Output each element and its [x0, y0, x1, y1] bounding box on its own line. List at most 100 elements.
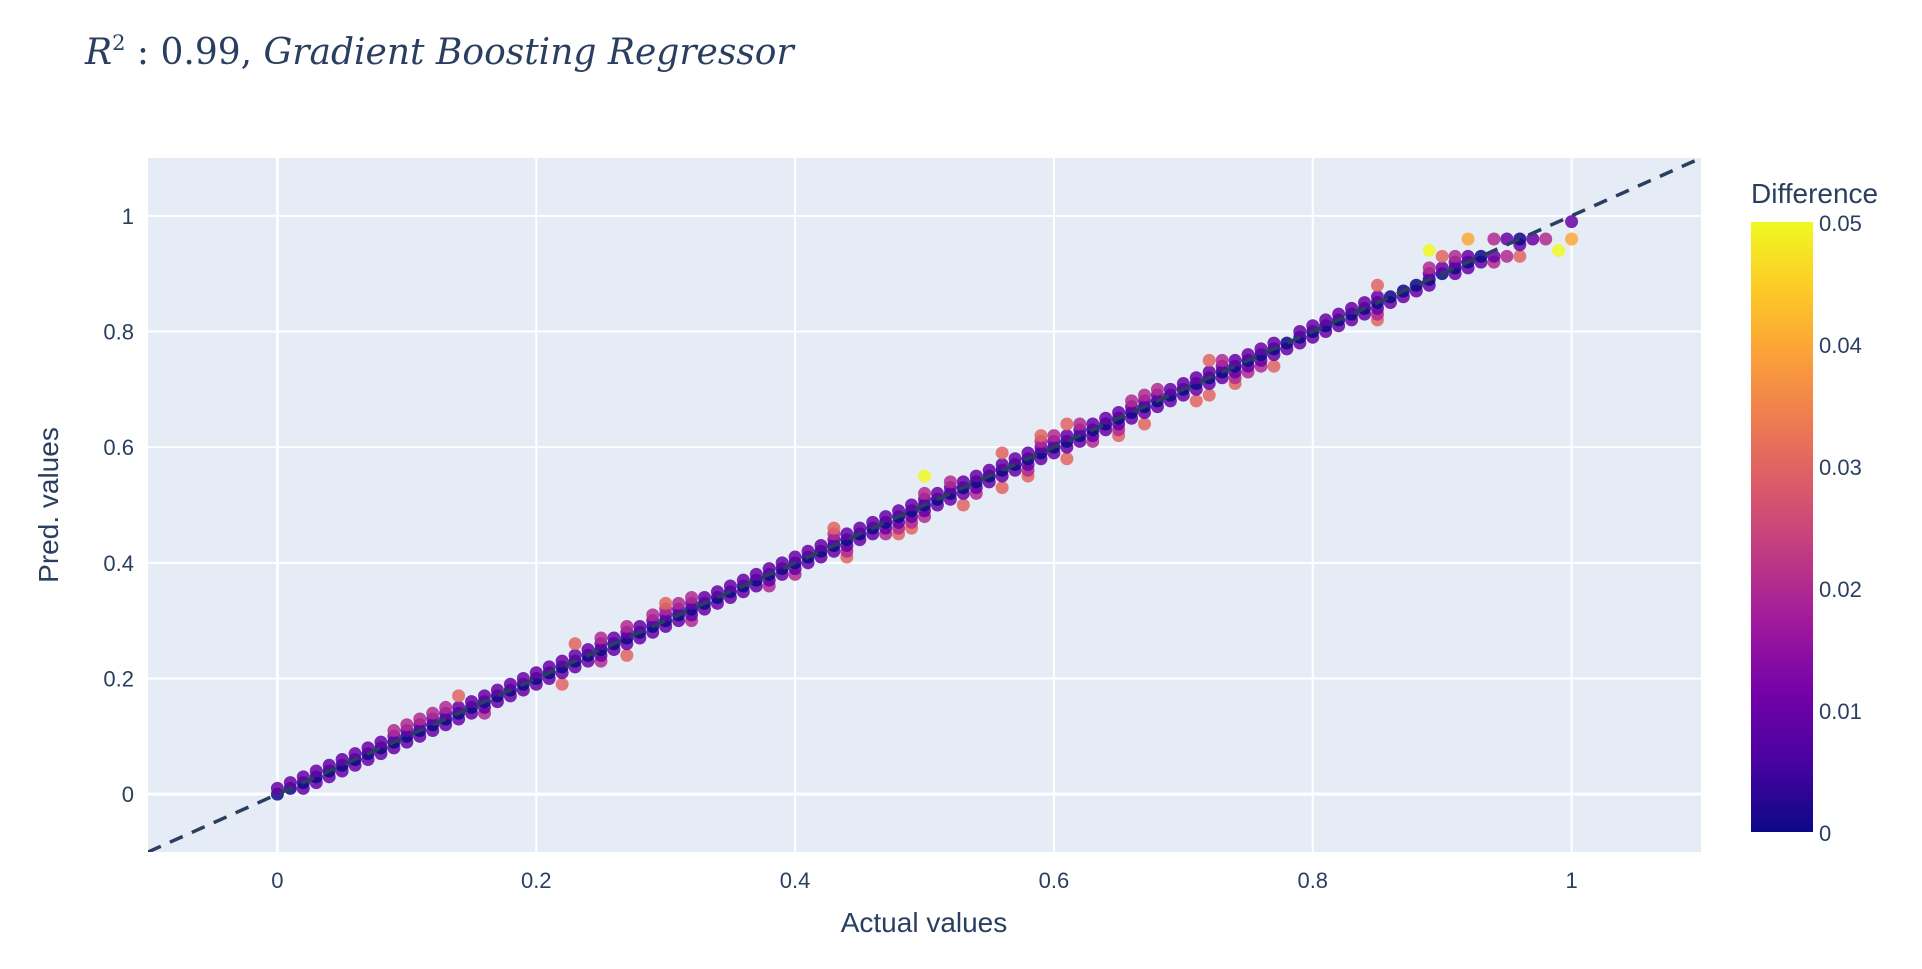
data-point — [1422, 261, 1436, 275]
x-axis-title: Actual values — [841, 907, 1008, 938]
data-point — [1202, 365, 1216, 379]
colorbar-tick-labels: 0 0.01 0.02 0.03 0.04 0.05 — [1819, 211, 1862, 846]
data-point — [1254, 342, 1268, 356]
data-point — [1552, 244, 1566, 258]
y-tick-label: 1 — [122, 204, 134, 229]
y-tick-label: 0.6 — [103, 435, 134, 460]
x-axis-tick-labels: 0 0.2 0.4 0.6 0.8 1 — [271, 868, 1577, 893]
x-tick-label: 0.4 — [780, 868, 811, 893]
x-gridlines — [275, 158, 1573, 852]
data-point — [426, 706, 440, 720]
data-point — [995, 481, 1009, 495]
data-point — [1228, 353, 1242, 367]
data-point — [1150, 382, 1164, 396]
data-point — [1280, 336, 1294, 350]
data-point — [1487, 232, 1501, 246]
data-point — [685, 591, 699, 605]
data-point — [969, 469, 983, 483]
data-point — [620, 648, 634, 662]
data-point — [1202, 353, 1216, 367]
data-point — [465, 695, 479, 709]
y-tick-label: 0.2 — [103, 667, 134, 692]
x-tick-label: 0 — [271, 868, 283, 893]
data-point — [814, 538, 828, 552]
colorbar-tick-label: 0.04 — [1819, 333, 1862, 358]
data-point — [439, 700, 453, 714]
data-point — [659, 596, 673, 610]
y-axis-title: Pred. values — [33, 427, 64, 583]
title-score: : 0.99, — [125, 32, 263, 73]
data-point — [1358, 296, 1372, 310]
data-point — [555, 677, 569, 691]
data-point — [1293, 325, 1307, 338]
data-point — [672, 596, 686, 610]
data-point — [1189, 394, 1203, 408]
data-point — [1073, 417, 1087, 431]
data-point — [853, 521, 867, 535]
data-point — [633, 619, 647, 633]
data-point — [348, 747, 362, 761]
x-tick-label: 0.2 — [521, 868, 552, 893]
data-point — [1513, 249, 1527, 263]
data-point — [995, 446, 1009, 460]
data-point — [1202, 388, 1216, 402]
x-tick-label: 0.8 — [1297, 868, 1328, 893]
data-point — [1448, 249, 1462, 263]
colorbar-tick-label: 0.02 — [1819, 577, 1862, 602]
data-point — [1435, 249, 1449, 263]
data-point — [1138, 417, 1152, 431]
data-point — [1409, 278, 1423, 292]
data-point — [309, 764, 323, 778]
chart-title: R2 : 0.99, Gradient Boosting Regressor — [84, 31, 795, 73]
data-point — [568, 648, 582, 662]
data-point — [749, 567, 763, 581]
y-axis-tick-labels: 0 0.2 0.4 0.6 0.8 1 — [103, 204, 134, 807]
data-point — [1565, 232, 1579, 246]
x-tick-label: 1 — [1565, 868, 1577, 893]
data-point — [723, 579, 737, 593]
data-point — [918, 486, 931, 500]
data-point — [568, 637, 582, 651]
data-point — [1099, 411, 1113, 425]
title-model-name: Gradient Boosting Regressor — [264, 32, 796, 73]
data-point — [452, 689, 466, 703]
identity-reference-line — [148, 158, 1701, 852]
data-point — [956, 498, 970, 512]
data-point — [1565, 215, 1579, 229]
data-point — [646, 608, 660, 622]
data-point — [283, 776, 297, 790]
title-variable: R — [84, 32, 112, 73]
y-tick-label: 0.8 — [103, 320, 134, 345]
data-point — [918, 469, 931, 483]
data-point — [1163, 382, 1177, 396]
data-point — [413, 712, 427, 726]
data-point — [1539, 232, 1553, 246]
data-point — [1060, 417, 1074, 431]
data-point — [1267, 359, 1281, 373]
data-point — [1461, 232, 1475, 246]
colorbar-tick-label: 0.03 — [1819, 455, 1862, 480]
data-point — [387, 724, 401, 738]
data-point — [1125, 394, 1139, 408]
data-point — [1138, 388, 1152, 402]
data-point — [400, 718, 414, 732]
colorbar-tick-label: 0.05 — [1819, 211, 1862, 236]
colorbar — [1751, 222, 1813, 832]
data-point — [620, 619, 634, 633]
colorbar-tick-label: 0 — [1819, 821, 1831, 846]
x-tick-label: 0.6 — [1039, 868, 1070, 893]
data-point — [1215, 353, 1229, 367]
data-point — [1034, 429, 1048, 443]
data-point — [594, 631, 608, 645]
data-point — [1500, 249, 1514, 263]
y-tick-label: 0 — [122, 782, 134, 807]
data-point — [503, 677, 517, 691]
data-point — [1008, 452, 1022, 466]
colorbar-tick-label: 0.01 — [1819, 699, 1862, 724]
data-point — [1370, 278, 1384, 292]
data-point — [1319, 313, 1333, 327]
colorbar-title: Difference — [1751, 178, 1878, 209]
data-point — [1422, 244, 1436, 258]
y-tick-label: 0.4 — [103, 551, 134, 576]
data-point — [943, 475, 957, 489]
